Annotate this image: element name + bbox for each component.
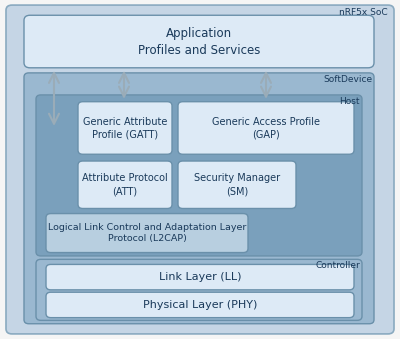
Text: Link Layer (LL): Link Layer (LL) [159, 272, 241, 282]
Text: Security Manager
(SM): Security Manager (SM) [194, 173, 280, 196]
Text: Generic Attribute
Profile (GATT): Generic Attribute Profile (GATT) [83, 117, 167, 139]
Text: Application
Profiles and Services: Application Profiles and Services [138, 26, 260, 57]
Text: Physical Layer (PHY): Physical Layer (PHY) [143, 300, 257, 310]
FancyBboxPatch shape [46, 292, 354, 318]
FancyBboxPatch shape [78, 102, 172, 154]
Text: nRF5x SoC: nRF5x SoC [339, 8, 388, 18]
Text: Generic Access Profile
(GAP): Generic Access Profile (GAP) [212, 117, 320, 139]
FancyBboxPatch shape [78, 161, 172, 208]
FancyBboxPatch shape [6, 5, 394, 334]
FancyBboxPatch shape [46, 214, 248, 253]
FancyBboxPatch shape [46, 264, 354, 290]
FancyBboxPatch shape [36, 95, 362, 256]
Text: Attribute Protocol
(ATT): Attribute Protocol (ATT) [82, 173, 168, 196]
Text: SoftDevice: SoftDevice [323, 75, 372, 84]
Text: Logical Link Control and Adaptation Layer
Protocol (L2CAP): Logical Link Control and Adaptation Laye… [48, 223, 246, 243]
FancyBboxPatch shape [24, 73, 374, 324]
FancyBboxPatch shape [178, 102, 354, 154]
Text: Controller: Controller [315, 261, 360, 270]
FancyBboxPatch shape [24, 15, 374, 68]
FancyBboxPatch shape [178, 161, 296, 208]
FancyBboxPatch shape [36, 259, 362, 320]
Text: Host: Host [340, 97, 360, 106]
